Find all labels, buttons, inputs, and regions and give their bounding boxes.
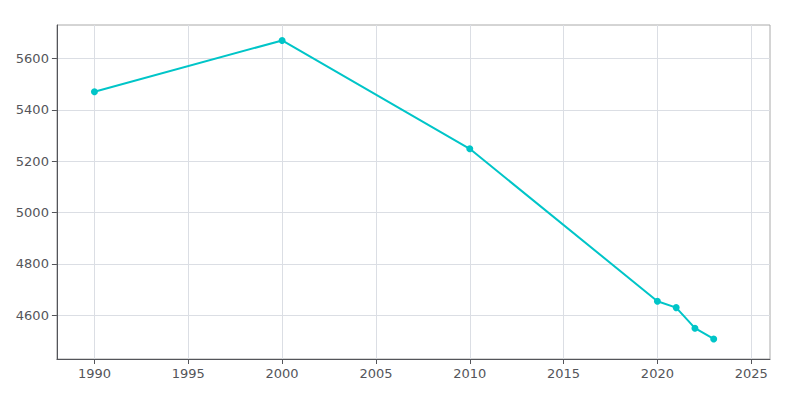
svg-text:2015: 2015: [547, 366, 580, 381]
svg-text:4800: 4800: [16, 256, 49, 271]
svg-text:5200: 5200: [16, 154, 49, 169]
svg-text:4600: 4600: [16, 308, 49, 323]
svg-text:1990: 1990: [78, 366, 111, 381]
svg-text:2010: 2010: [453, 366, 486, 381]
svg-text:2000: 2000: [266, 366, 299, 381]
svg-text:5000: 5000: [16, 205, 49, 220]
svg-text:5600: 5600: [16, 51, 49, 66]
svg-text:2025: 2025: [735, 366, 768, 381]
svg-text:2005: 2005: [359, 366, 392, 381]
svg-text:5400: 5400: [16, 102, 49, 117]
svg-text:2020: 2020: [641, 366, 674, 381]
svg-text:1995: 1995: [172, 366, 205, 381]
